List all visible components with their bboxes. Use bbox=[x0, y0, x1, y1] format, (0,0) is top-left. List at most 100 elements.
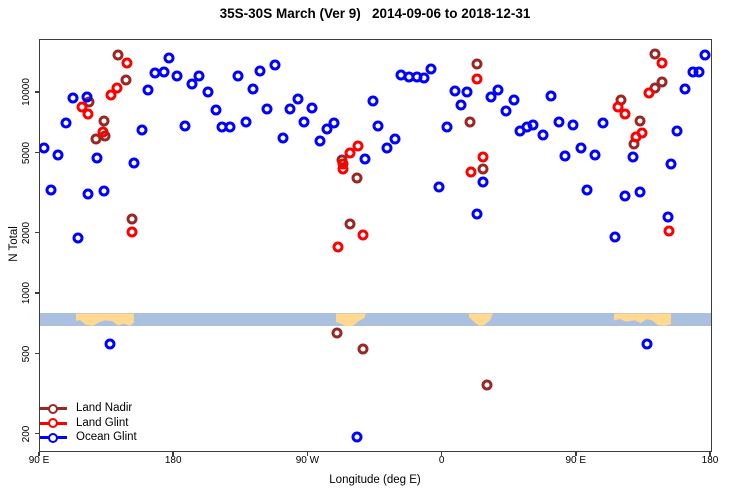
x-tick-label: 180 bbox=[701, 455, 719, 466]
x-tick bbox=[306, 451, 309, 456]
y-tick bbox=[35, 432, 39, 435]
legend: Land Nadir Land Glint Ocean Glint bbox=[39, 401, 219, 445]
point-land-glint bbox=[344, 147, 356, 159]
point-ocean-glint bbox=[292, 93, 304, 105]
point-ocean-glint bbox=[81, 91, 93, 103]
point-ocean-glint bbox=[662, 211, 674, 223]
point-ocean-glint bbox=[545, 90, 557, 102]
point-land-glint bbox=[105, 89, 117, 101]
point-ocean-glint bbox=[321, 123, 333, 135]
point-ocean-glint bbox=[269, 59, 281, 71]
map-land-patch bbox=[335, 313, 366, 327]
point-ocean-glint bbox=[433, 181, 445, 193]
point-ocean-glint bbox=[128, 157, 140, 169]
point-land-nadir bbox=[656, 76, 668, 88]
point-land-nadir bbox=[481, 379, 493, 391]
point-ocean-glint bbox=[171, 70, 183, 82]
point-ocean-glint bbox=[67, 92, 79, 104]
point-ocean-glint bbox=[372, 120, 384, 132]
point-ocean-glint bbox=[609, 231, 621, 243]
point-ocean-glint bbox=[589, 149, 601, 161]
point-ocean-glint bbox=[158, 66, 170, 78]
point-ocean-glint bbox=[381, 142, 393, 154]
point-ocean-glint bbox=[210, 104, 222, 116]
point-land-glint bbox=[619, 108, 631, 120]
y-tick-label: 200 bbox=[21, 425, 32, 442]
point-land-glint bbox=[612, 101, 624, 113]
point-land-glint bbox=[121, 57, 133, 69]
point-ocean-glint bbox=[277, 132, 289, 144]
point-ocean-glint bbox=[471, 208, 483, 220]
point-land-nadir bbox=[126, 213, 138, 225]
x-tick-label: 180 bbox=[164, 455, 182, 466]
point-land-glint bbox=[471, 73, 483, 85]
point-ocean-glint bbox=[142, 84, 154, 96]
legend-circle-swatch bbox=[48, 418, 58, 428]
plot-area bbox=[39, 39, 712, 452]
point-land-nadir bbox=[120, 74, 132, 86]
point-ocean-glint bbox=[461, 86, 473, 98]
point-land-glint bbox=[630, 131, 642, 143]
point-ocean-glint bbox=[500, 105, 512, 117]
point-land-nadir bbox=[98, 115, 110, 127]
y-tick-label: 1000 bbox=[21, 281, 32, 305]
point-ocean-glint bbox=[328, 117, 340, 129]
legend-label: Land Glint bbox=[76, 416, 129, 429]
legend-label: Land Nadir bbox=[76, 402, 133, 414]
point-ocean-glint bbox=[619, 190, 631, 202]
point-ocean-glint bbox=[40, 142, 50, 154]
legend-circle-swatch bbox=[48, 403, 58, 414]
point-ocean-glint bbox=[418, 72, 430, 84]
point-ocean-glint bbox=[455, 99, 467, 111]
y-tick bbox=[35, 352, 39, 355]
legend-label: Ocean Glint bbox=[76, 431, 137, 443]
point-land-glint bbox=[656, 57, 668, 69]
point-ocean-glint bbox=[104, 338, 116, 350]
legend-circle-swatch bbox=[48, 432, 58, 443]
point-land-glint bbox=[82, 108, 94, 120]
y-tick-label: 2000 bbox=[21, 221, 32, 244]
point-land-nadir bbox=[464, 116, 476, 128]
y-tick-label: 500 bbox=[21, 345, 32, 362]
point-ocean-glint bbox=[367, 95, 379, 107]
point-ocean-glint bbox=[559, 150, 571, 162]
point-ocean-glint bbox=[508, 94, 520, 106]
point-ocean-glint bbox=[575, 142, 587, 154]
x-tick bbox=[172, 451, 174, 456]
point-ocean-glint bbox=[136, 124, 148, 136]
point-land-nadir bbox=[471, 58, 483, 70]
point-ocean-glint bbox=[186, 78, 198, 90]
point-land-nadir bbox=[344, 218, 356, 230]
point-land-glint bbox=[126, 226, 138, 238]
point-ocean-glint bbox=[72, 232, 84, 244]
legend-item: Land Glint bbox=[39, 416, 219, 431]
point-land-glint bbox=[465, 166, 477, 178]
point-ocean-glint bbox=[581, 184, 593, 196]
point-land-glint bbox=[477, 151, 489, 163]
point-ocean-glint bbox=[224, 121, 236, 133]
point-land-glint bbox=[663, 225, 675, 237]
y-axis-label: N Total bbox=[8, 226, 20, 262]
x-tick bbox=[709, 451, 711, 456]
y-tick bbox=[35, 151, 39, 154]
point-land-nadir bbox=[634, 115, 646, 127]
point-ocean-glint bbox=[91, 152, 103, 164]
point-land-nadir bbox=[112, 49, 124, 61]
y-tick-label: 5000 bbox=[21, 141, 32, 164]
point-ocean-glint bbox=[298, 116, 310, 128]
point-ocean-glint bbox=[247, 83, 259, 95]
point-land-glint bbox=[332, 241, 344, 253]
map-land-patch bbox=[75, 313, 134, 327]
point-ocean-glint bbox=[389, 133, 401, 145]
point-ocean-glint bbox=[261, 103, 273, 115]
point-ocean-glint bbox=[163, 52, 175, 64]
x-axis-label: Longitude (deg E) bbox=[329, 474, 421, 486]
point-ocean-glint bbox=[351, 431, 363, 443]
y-tick bbox=[35, 292, 39, 294]
point-ocean-glint bbox=[567, 119, 579, 131]
point-land-glint bbox=[357, 229, 369, 241]
point-ocean-glint bbox=[537, 129, 549, 141]
point-ocean-glint bbox=[359, 153, 371, 165]
x-tick bbox=[575, 451, 577, 456]
